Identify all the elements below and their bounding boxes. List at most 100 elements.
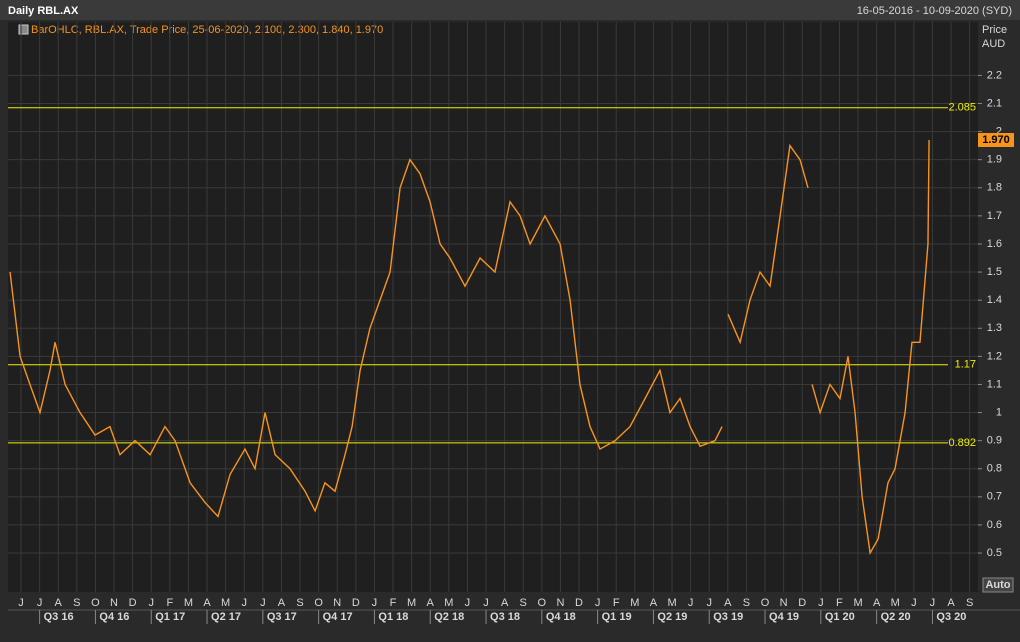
last-price-box bbox=[978, 133, 1014, 148]
x-tick-label: D bbox=[352, 597, 360, 609]
y-axis-unit: AUD bbox=[982, 38, 1005, 50]
y-tick-label: 2 bbox=[996, 125, 1002, 137]
quarter-label: Q4 18 bbox=[546, 611, 576, 623]
reference-label: 0.892 bbox=[948, 437, 976, 449]
y-tick-label: 1.4 bbox=[987, 294, 1002, 306]
last-price-label: 1.970 bbox=[982, 134, 1010, 146]
x-tick-label: D bbox=[129, 597, 137, 609]
x-tick-label: J bbox=[818, 597, 824, 609]
quarter-label: Q4 16 bbox=[99, 611, 129, 623]
x-tick-label: J bbox=[148, 597, 154, 609]
x-tick-label: N bbox=[556, 597, 564, 609]
quarter-label: Q1 20 bbox=[825, 611, 855, 623]
x-tick-label: S bbox=[73, 597, 80, 609]
legend-icon bbox=[18, 24, 29, 35]
x-tick-label: M bbox=[853, 597, 862, 609]
auto-button[interactable] bbox=[982, 577, 1014, 593]
quarter-label: Q1 18 bbox=[378, 611, 408, 623]
quarter-label: Q2 19 bbox=[657, 611, 687, 623]
x-tick-label: N bbox=[110, 597, 118, 609]
y-tick-label: 2.1 bbox=[987, 97, 1002, 109]
quarter-label: Q2 18 bbox=[434, 611, 464, 623]
quarter-label: Q3 18 bbox=[490, 611, 520, 623]
x-tick-label: F bbox=[166, 597, 173, 609]
date-range: 16-05-2016 - 10-09-2020 (SYD) bbox=[857, 5, 1012, 17]
y-tick-label: 1.9 bbox=[987, 154, 1002, 166]
y-tick-label: 1.6 bbox=[987, 238, 1002, 250]
x-tick-label: J bbox=[465, 597, 471, 609]
x-tick-label: S bbox=[743, 597, 750, 609]
x-tick-label: O bbox=[314, 597, 323, 609]
x-tick-label: N bbox=[780, 597, 788, 609]
y-tick-label: 2.2 bbox=[987, 69, 1002, 81]
y-tick-label: 0.7 bbox=[987, 491, 1002, 503]
x-tick-label: M bbox=[221, 597, 230, 609]
price-line bbox=[9, 139, 930, 556]
x-tick-label: J bbox=[595, 597, 601, 609]
x-tick-label: A bbox=[724, 597, 732, 609]
x-tick-label: A bbox=[650, 597, 658, 609]
quarter-label: Q4 17 bbox=[323, 611, 353, 623]
y-tick-label: 1.5 bbox=[987, 266, 1002, 278]
x-tick-label: O bbox=[761, 597, 770, 609]
auto-button-label[interactable]: Auto bbox=[985, 579, 1010, 591]
y-tick-label: 1.2 bbox=[987, 350, 1002, 362]
x-tick-label: A bbox=[947, 597, 955, 609]
x-tick-label: S bbox=[966, 597, 973, 609]
x-tick-label: J bbox=[18, 597, 24, 609]
x-tick-label: M bbox=[630, 597, 639, 609]
x-tick-label: F bbox=[390, 597, 397, 609]
y-tick-label: 1 bbox=[996, 406, 1002, 418]
quarter-label: Q2 20 bbox=[881, 611, 911, 623]
chart-title: Daily RBL.AX bbox=[8, 5, 79, 17]
x-tick-label: S bbox=[520, 597, 527, 609]
x-tick-label: M bbox=[891, 597, 900, 609]
x-tick-label: M bbox=[407, 597, 416, 609]
x-tick-label: F bbox=[836, 597, 843, 609]
y-tick-label: 1.1 bbox=[987, 378, 1002, 390]
x-tick-label: O bbox=[91, 597, 100, 609]
quarter-label: Q2 17 bbox=[211, 611, 241, 623]
y-tick-label: 0.6 bbox=[987, 519, 1002, 531]
x-tick-label: S bbox=[296, 597, 303, 609]
x-tick-label: A bbox=[278, 597, 286, 609]
x-tick-label: A bbox=[55, 597, 63, 609]
x-tick-label: J bbox=[483, 597, 489, 609]
x-tick-label: J bbox=[688, 597, 694, 609]
x-tick-label: M bbox=[184, 597, 193, 609]
x-tick-label: M bbox=[444, 597, 453, 609]
quarter-label: Q3 16 bbox=[44, 611, 74, 623]
x-tick-label: J bbox=[260, 597, 266, 609]
x-tick-label: M bbox=[667, 597, 676, 609]
x-tick-label: A bbox=[203, 597, 211, 609]
x-tick-label: J bbox=[911, 597, 917, 609]
x-tick-label: J bbox=[706, 597, 712, 609]
quarter-label: Q3 17 bbox=[267, 611, 297, 623]
quarter-label: Q4 19 bbox=[769, 611, 799, 623]
quarter-label: Q3 20 bbox=[936, 611, 966, 623]
y-tick-label: 1.7 bbox=[987, 210, 1002, 222]
quarter-label: Q1 17 bbox=[155, 611, 185, 623]
quarter-label: Q1 19 bbox=[602, 611, 632, 623]
quarter-label: Q3 19 bbox=[713, 611, 743, 623]
x-tick-label: A bbox=[501, 597, 509, 609]
y-tick-label: 1.8 bbox=[987, 182, 1002, 194]
y-tick-label: 0.9 bbox=[987, 435, 1002, 447]
x-tick-label: J bbox=[930, 597, 936, 609]
x-tick-label: J bbox=[372, 597, 378, 609]
x-tick-label: O bbox=[538, 597, 547, 609]
x-tick-label: D bbox=[575, 597, 583, 609]
x-tick-label: F bbox=[613, 597, 620, 609]
x-tick-label: N bbox=[333, 597, 341, 609]
reference-label: 1.17 bbox=[955, 359, 976, 371]
y-axis-title: Price bbox=[982, 24, 1007, 36]
x-tick-label: A bbox=[873, 597, 881, 609]
y-tick-label: 0.8 bbox=[987, 463, 1002, 475]
y-tick-label: 1.3 bbox=[987, 322, 1002, 334]
y-tick-label: 0.5 bbox=[987, 547, 1002, 559]
x-tick-label: A bbox=[427, 597, 435, 609]
x-tick-label: D bbox=[798, 597, 806, 609]
header-bar bbox=[0, 0, 1020, 20]
